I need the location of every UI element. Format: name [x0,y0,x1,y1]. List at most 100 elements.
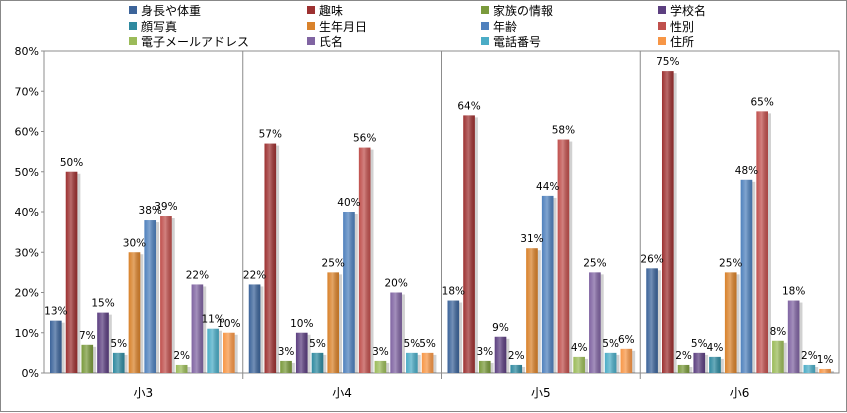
data-label: 50% [60,157,83,169]
bar-highlight [390,292,402,373]
data-label: 18% [782,286,805,298]
bar-highlight [50,320,62,373]
legend-label: 趣味 [319,3,343,18]
y-tick-label: 80% [15,45,39,58]
bar-highlight [803,364,816,373]
legend-swatch [129,37,137,45]
data-label: 31% [520,233,543,245]
data-label: 56% [353,133,376,145]
bar-highlight [756,111,768,373]
legend-label: 生年月日 [319,20,367,34]
data-label: 58% [552,125,575,137]
data-label: 2% [801,350,818,362]
data-label: 2% [508,350,525,362]
bar-highlight [97,312,109,373]
legend-swatch [481,37,489,45]
data-label: 75% [656,56,679,68]
data-label: 25% [322,257,345,269]
legend-swatch [658,6,666,14]
bar-highlight [144,220,157,373]
y-tick-label: 10% [15,327,39,340]
legend-swatch [658,37,666,45]
bar-highlight [693,352,706,373]
axes: 0% 10% 20% 30% 40% 50% 60% 70% 80% 小3 小4 小5 小6 [15,45,840,400]
bar-highlight [494,336,507,373]
data-label: 5% [110,338,127,350]
data-label: 15% [91,298,114,310]
legend-label: 身長や体重 [141,3,201,18]
data-label: 38% [139,205,162,217]
bar-highlight [223,332,235,373]
bar-highlight [772,340,784,373]
bar-highlight [295,332,308,373]
legend-swatch [129,6,137,14]
bar-highlight [463,115,475,374]
x-category-label: 小3 [134,386,154,400]
data-label: 44% [536,181,559,193]
bar-highlight [646,268,658,373]
legend-label: 家族の情報 [493,3,553,18]
value-labels: 13%50%7%15%5%30%38%39%2%22%11%10%22%57%3… [44,56,833,366]
legend-label: 住所 [670,35,694,49]
bar-highlight [343,212,355,373]
data-label: 25% [719,257,742,269]
bar-highlight [557,139,570,373]
legend-swatch [658,22,666,30]
bar-highlight [175,364,188,373]
data-label: 22% [186,269,209,281]
data-label: 5% [419,338,436,350]
bar-highlight [207,328,219,373]
data-label: 18% [442,286,465,298]
data-label: 30% [123,237,146,249]
y-tick-label: 20% [15,287,39,300]
bar-highlight [740,179,753,373]
data-label: 4% [707,342,724,354]
bar-highlight [264,143,277,373]
data-label: 5% [691,338,708,350]
data-label: 13% [44,306,67,318]
data-label: 64% [457,100,480,112]
data-label: 3% [372,346,389,358]
legend-label: 顔写真 [141,19,177,34]
bar-highlight [81,344,94,373]
legend-label: 学校名 [670,3,706,18]
data-label: 40% [337,197,360,209]
legend-label: 氏名 [319,34,343,49]
bar-highlight [374,360,387,373]
y-tick-label: 0% [22,367,39,380]
x-category-label: 小6 [730,386,750,400]
y-tick-label: 40% [15,206,39,219]
bar-highlight [573,356,585,373]
data-label: 25% [583,257,606,269]
data-label: 1% [817,354,834,366]
bar-highlight [311,352,324,373]
data-label: 65% [751,96,774,108]
data-label: 10% [290,318,313,330]
data-label: 48% [735,165,758,177]
data-label: 9% [492,322,509,334]
data-label: 7% [79,330,96,342]
data-label: 4% [571,342,588,354]
data-label: 6% [618,334,635,346]
legend-swatch [481,6,489,14]
data-label: 10% [217,318,240,330]
y-tick-label: 70% [15,85,39,98]
bar-highlight [589,272,601,373]
data-label: 11% [201,314,224,326]
bar-highlight [358,147,371,373]
data-label: 39% [154,201,177,213]
legend-label: 電子メールアドレス [141,35,249,49]
bars [50,71,834,374]
bar-highlight [709,356,721,373]
bar-highlight [526,248,538,373]
data-label: 57% [259,129,282,141]
bar-highlight [112,352,125,373]
y-tick-label: 30% [15,246,39,259]
legend-swatch [307,6,315,14]
bar-highlight [128,252,141,373]
bar-highlight [421,352,434,373]
bar-highlight [248,284,261,373]
